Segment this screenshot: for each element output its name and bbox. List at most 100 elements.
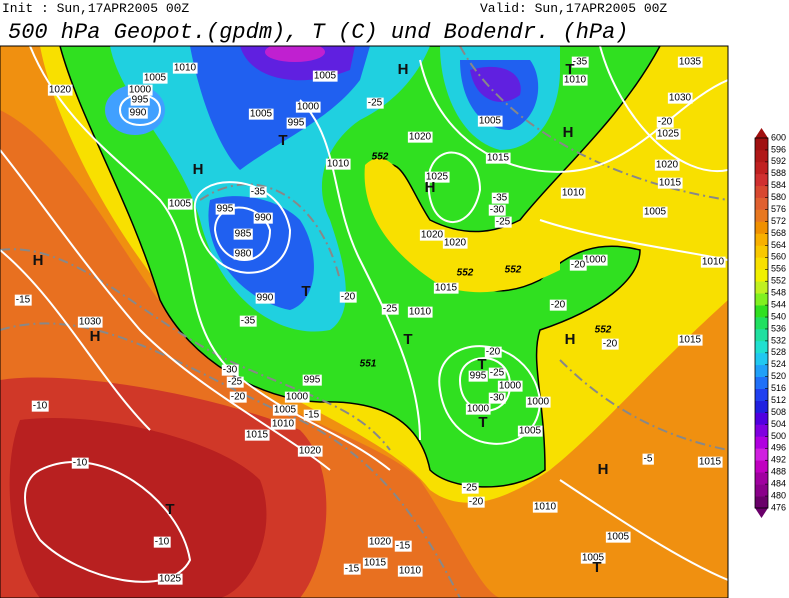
temperature-label: -20 bbox=[658, 117, 673, 128]
label-box bbox=[677, 56, 703, 68]
temperature-label: -15 bbox=[345, 564, 360, 575]
pressure-center: T bbox=[592, 559, 601, 576]
colorbar-bin bbox=[755, 484, 768, 497]
label-box bbox=[407, 306, 433, 318]
temperature-label: -20 bbox=[571, 260, 586, 271]
pressure-label: 995 bbox=[132, 95, 149, 106]
height-label: 552 bbox=[595, 325, 612, 336]
label-box bbox=[31, 400, 49, 412]
pressure-label: 990 bbox=[257, 293, 274, 304]
pressure-label: 1000 bbox=[467, 404, 490, 415]
temperature-label: -20 bbox=[231, 392, 246, 403]
pressure-label: 1010 bbox=[174, 63, 197, 74]
height-label: 551 bbox=[360, 359, 377, 370]
label-box bbox=[303, 409, 321, 421]
colorbar-bin bbox=[755, 221, 768, 234]
colorbar-bin bbox=[755, 305, 768, 318]
pressure-label: 1025 bbox=[426, 172, 449, 183]
pressure-center: T bbox=[477, 356, 486, 373]
pressure-label: 1020 bbox=[299, 446, 322, 457]
label-box bbox=[215, 203, 235, 215]
pressure-label: 1030 bbox=[669, 93, 692, 104]
temperature-label: -25 bbox=[463, 483, 478, 494]
pressure-label: 995 bbox=[288, 118, 305, 129]
temperature-label: -20 bbox=[486, 347, 501, 358]
pressure-label: 1025 bbox=[657, 129, 680, 140]
label-box bbox=[642, 206, 668, 218]
label-box bbox=[71, 457, 89, 469]
pressure-label: 1020 bbox=[49, 85, 72, 96]
pressure-center: H bbox=[90, 328, 101, 345]
label-box bbox=[270, 418, 296, 430]
pressure-center: T bbox=[301, 283, 310, 300]
label-box bbox=[366, 97, 384, 109]
pressure-label: 1010 bbox=[399, 566, 422, 577]
colorbar-label: 556 bbox=[771, 264, 786, 274]
label-box bbox=[407, 131, 433, 143]
label-box bbox=[465, 403, 491, 415]
label-box bbox=[580, 552, 606, 564]
label-box bbox=[362, 557, 388, 569]
pressure-label: 1020 bbox=[421, 230, 444, 241]
temperature-label: -10 bbox=[73, 458, 88, 469]
label-box bbox=[657, 177, 683, 189]
pressure-label: 1005 bbox=[607, 532, 630, 543]
label-box bbox=[433, 282, 459, 294]
label-box bbox=[697, 456, 723, 468]
pressure-label: 985 bbox=[235, 229, 252, 240]
zone bbox=[110, 46, 430, 332]
pressure-label: 1010 bbox=[272, 419, 295, 430]
label-box bbox=[302, 374, 322, 386]
label-box bbox=[248, 108, 274, 120]
temperature-label: -35 bbox=[573, 57, 588, 68]
label-box bbox=[153, 536, 171, 548]
label-box bbox=[233, 228, 253, 240]
colorbar-label: 504 bbox=[771, 419, 786, 429]
colorbar-label: 528 bbox=[771, 347, 786, 357]
colorbar-label: 580 bbox=[771, 192, 786, 202]
label-box bbox=[244, 429, 270, 441]
pressure-label: 1005 bbox=[582, 553, 605, 564]
colorbar-label: 508 bbox=[771, 407, 786, 417]
label-box bbox=[77, 316, 103, 328]
colorbar-label: 532 bbox=[771, 335, 786, 345]
temperature-label: -20 bbox=[551, 300, 566, 311]
temperature-label: -10 bbox=[33, 401, 48, 412]
label-box bbox=[655, 128, 681, 140]
colorbar-label: 588 bbox=[771, 168, 786, 178]
temperature-label: -25 bbox=[383, 304, 398, 315]
pressure-label: 990 bbox=[130, 108, 147, 119]
pressure-label: 1000 bbox=[297, 102, 320, 113]
pressure-label: 980 bbox=[235, 249, 252, 260]
pressure-label: 990 bbox=[255, 213, 272, 224]
pressure-label: 1005 bbox=[519, 426, 542, 437]
zone bbox=[364, 158, 560, 293]
pressure-center: T bbox=[478, 414, 487, 431]
map-frame bbox=[0, 45, 729, 598]
label-box bbox=[343, 563, 361, 575]
pressure-center: H bbox=[398, 61, 409, 78]
colorbar-label: 552 bbox=[771, 276, 786, 286]
label-box bbox=[532, 501, 558, 513]
label-box bbox=[128, 107, 148, 119]
colorbar-label: 564 bbox=[771, 240, 786, 250]
temperature-label: -25 bbox=[228, 377, 243, 388]
colorbar-label: 536 bbox=[771, 323, 786, 333]
label-box bbox=[485, 152, 511, 164]
temperature-label: -25 bbox=[368, 98, 383, 109]
colorbar-bin bbox=[755, 364, 768, 378]
pressure-center: H bbox=[193, 161, 204, 178]
label-box bbox=[295, 101, 321, 113]
colorbar-label: 540 bbox=[771, 311, 786, 321]
colorbar-label: 484 bbox=[771, 479, 786, 489]
colorbar-bin bbox=[755, 257, 768, 270]
label-box bbox=[562, 74, 588, 86]
valid-time: Valid: Sun,17APR2005 00Z bbox=[480, 1, 667, 16]
label-box bbox=[700, 256, 726, 268]
colorbar-bin bbox=[755, 317, 768, 330]
label-box bbox=[284, 391, 310, 403]
label-box bbox=[601, 338, 619, 350]
pressure-center: T bbox=[165, 501, 174, 518]
label-box bbox=[221, 364, 239, 376]
